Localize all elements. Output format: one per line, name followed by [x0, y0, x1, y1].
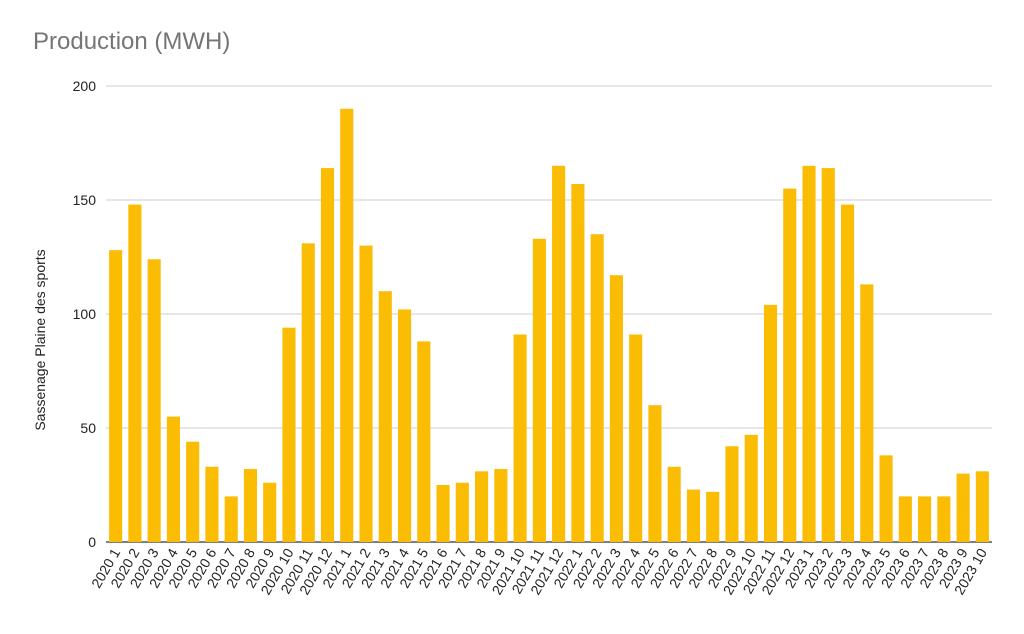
bar	[706, 491, 720, 542]
bar	[186, 441, 200, 542]
bars	[109, 108, 989, 543]
bar	[147, 259, 161, 542]
bar	[340, 108, 354, 543]
bar	[378, 291, 392, 542]
bar	[417, 341, 431, 542]
bar	[918, 496, 932, 542]
bar	[571, 184, 585, 543]
bar	[648, 405, 662, 542]
y-axis-ticks: 0 50 100 150 200	[73, 78, 97, 550]
bar	[455, 482, 469, 542]
bar	[879, 455, 893, 542]
bar	[667, 466, 681, 542]
bar	[532, 238, 546, 542]
bar	[552, 165, 566, 543]
y-tick-label: 200	[73, 78, 97, 94]
y-tick-label: 100	[73, 306, 97, 322]
y-axis-label: Sassenage Plaine des sports	[32, 249, 48, 430]
bar	[205, 466, 219, 542]
bar	[686, 489, 701, 542]
bar	[436, 485, 450, 542]
bar	[282, 327, 296, 542]
bar	[898, 496, 912, 542]
bar	[590, 234, 604, 542]
bar	[320, 168, 335, 542]
y-tick-label: 0	[88, 534, 96, 550]
bar	[513, 334, 527, 542]
bar	[263, 482, 277, 542]
bar	[475, 471, 489, 542]
y-tick-label: 150	[73, 192, 97, 208]
bar	[243, 469, 258, 542]
bar	[744, 434, 758, 542]
bar	[860, 284, 874, 542]
bar	[494, 469, 508, 542]
bar	[166, 416, 180, 542]
bar	[397, 309, 412, 542]
bar	[301, 243, 315, 542]
bar	[359, 245, 373, 542]
gridlines	[106, 85, 992, 543]
bar	[956, 473, 970, 542]
chart-title: Production (MWH)	[33, 28, 231, 55]
y-tick-label: 50	[80, 420, 96, 436]
bar	[629, 334, 643, 542]
bar	[109, 250, 123, 542]
bar	[763, 304, 778, 542]
bar	[840, 204, 855, 542]
bar	[128, 204, 142, 542]
bar	[725, 446, 739, 542]
bar	[609, 275, 623, 542]
bar	[783, 188, 797, 542]
bar	[937, 496, 951, 542]
bar	[821, 168, 835, 542]
bar	[802, 165, 816, 543]
bar	[975, 471, 989, 542]
bar	[224, 496, 238, 542]
